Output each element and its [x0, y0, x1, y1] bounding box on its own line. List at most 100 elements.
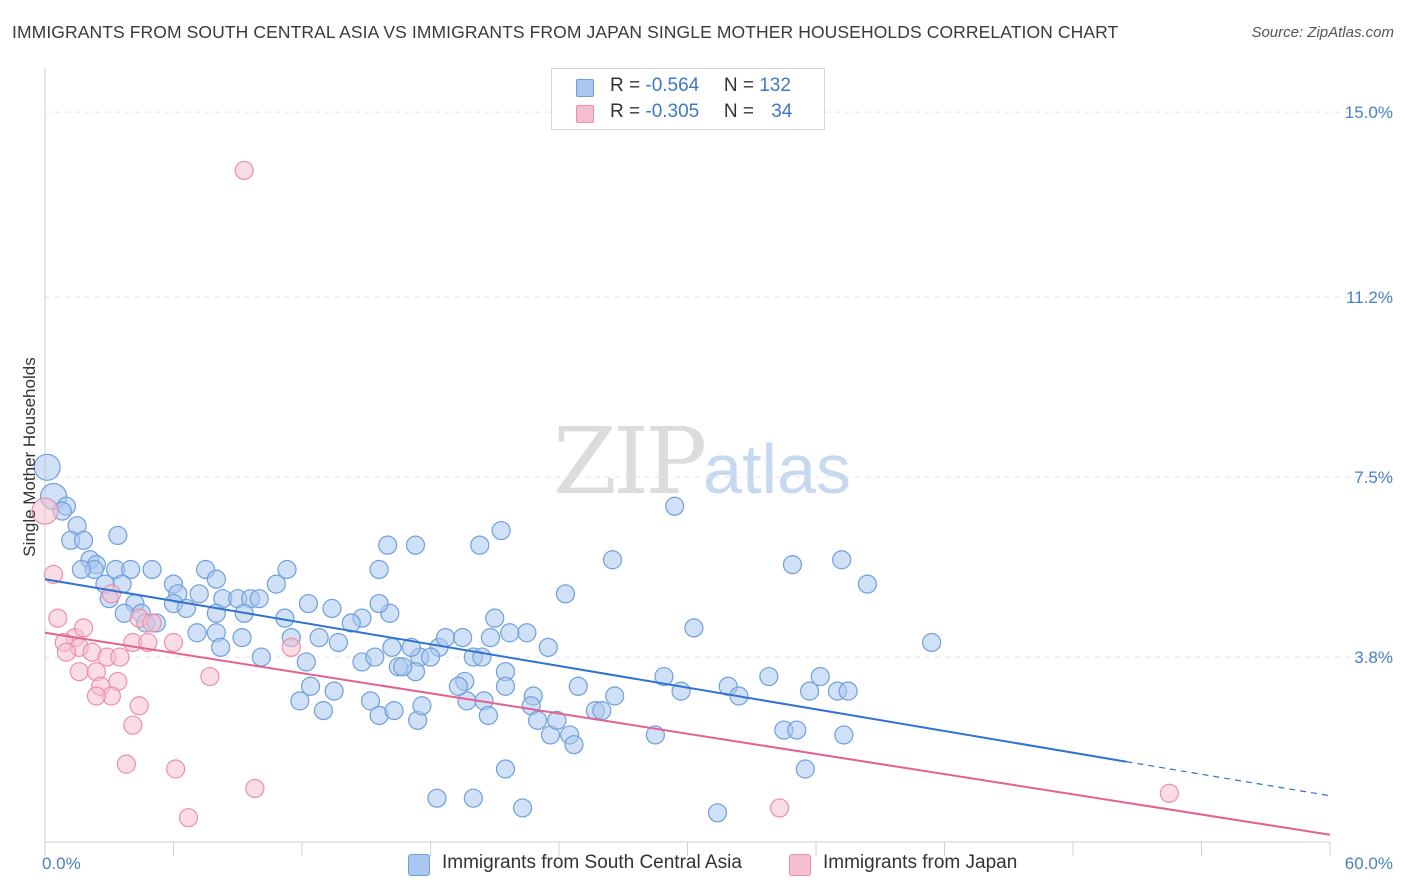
- legend-n-value: 34: [771, 101, 793, 122]
- point-south-central-asia: [266, 574, 286, 594]
- point-south-central-asia: [564, 735, 584, 755]
- point-south-central-asia: [73, 530, 94, 550]
- point-south-central-asia: [602, 550, 623, 570]
- point-south-central-asia: [555, 584, 576, 604]
- point-south-central-asia: [435, 628, 456, 648]
- point-south-central-asia: [527, 710, 548, 730]
- point-south-central-asia: [249, 589, 269, 609]
- y-tick-label: 7.5%: [1354, 468, 1393, 487]
- point-japan: [281, 637, 301, 657]
- point-south-central-asia: [495, 759, 516, 779]
- point-south-central-asia: [322, 598, 342, 619]
- point-south-central-asia: [538, 637, 558, 657]
- legend-r-label: R =: [610, 75, 646, 96]
- point-south-central-asia: [478, 705, 498, 726]
- point-south-central-asia: [834, 725, 854, 745]
- point-south-central-asia: [251, 647, 271, 667]
- point-south-central-asia: [232, 628, 252, 648]
- points-layer: [31, 160, 1179, 828]
- point-south-central-asia: [470, 535, 490, 555]
- point-south-central-asia: [189, 584, 209, 604]
- legend-r-label: R =: [610, 101, 646, 122]
- point-south-central-asia: [568, 676, 588, 696]
- legend-n-value: 132: [759, 75, 791, 96]
- point-south-central-asia: [500, 623, 520, 643]
- grid: [45, 111, 1395, 658]
- x-tick-label-max: 60.0%: [1345, 854, 1393, 873]
- point-south-central-asia: [707, 803, 728, 823]
- point-south-central-asia: [121, 559, 141, 580]
- point-south-central-asia: [298, 593, 319, 614]
- x-tick-label-min: 0.0%: [42, 854, 81, 873]
- point-south-central-asia: [453, 628, 473, 648]
- series-legend-label: Immigrants from Japan: [823, 852, 1018, 873]
- point-south-central-asia: [517, 623, 537, 643]
- point-south-central-asia: [108, 525, 128, 546]
- point-south-central-asia: [369, 559, 389, 580]
- y-tick-label: 3.8%: [1354, 648, 1393, 667]
- point-japan: [178, 808, 199, 828]
- point-south-central-asia: [290, 691, 310, 711]
- point-south-central-asia: [448, 676, 468, 696]
- point-south-central-asia: [300, 676, 321, 696]
- point-south-central-asia: [365, 647, 385, 667]
- point-south-central-asia: [405, 535, 426, 555]
- point-japan: [31, 497, 59, 525]
- legend-n-label: N =: [723, 75, 760, 96]
- point-south-central-asia: [592, 701, 612, 721]
- trend-layer: [44, 578, 1331, 836]
- point-south-central-asia: [296, 652, 316, 672]
- series-legend: Immigrants from South Central Asia Immig…: [0, 852, 1406, 878]
- point-japan: [110, 647, 130, 667]
- point-south-central-asia: [309, 628, 329, 648]
- point-japan: [769, 798, 790, 818]
- point-south-central-asia: [795, 759, 815, 779]
- point-japan: [56, 642, 77, 662]
- point-south-central-asia: [328, 632, 349, 653]
- point-south-central-asia: [211, 637, 231, 657]
- point-south-central-asia: [360, 691, 381, 711]
- legend-swatch-pink: [576, 105, 594, 123]
- point-japan: [1159, 783, 1179, 803]
- point-japan: [163, 632, 184, 653]
- point-south-central-asia: [313, 701, 334, 721]
- point-south-central-asia: [857, 574, 878, 594]
- point-japan: [129, 696, 149, 716]
- tick-labels: 3.8% 7.5% 11.2% 15.0% 0.0% 60.0% Single Mother…: [20, 103, 1393, 873]
- point-south-central-asia: [512, 798, 533, 818]
- point-japan: [101, 584, 121, 604]
- point-south-central-asia: [485, 608, 505, 628]
- point-south-central-asia: [799, 681, 820, 701]
- point-japan: [69, 662, 89, 682]
- series-swatch-pink: [789, 854, 811, 876]
- point-south-central-asia: [782, 555, 803, 575]
- point-south-central-asia: [324, 681, 344, 701]
- trendline-south-central-asia-extension: [1126, 761, 1331, 797]
- point-south-central-asia: [187, 623, 207, 643]
- point-south-central-asia: [142, 559, 162, 580]
- chart-title: IMMIGRANTS FROM SOUTH CENTRAL ASIA VS IM…: [12, 22, 1119, 42]
- point-south-central-asia: [412, 696, 432, 716]
- point-south-central-asia: [427, 788, 447, 808]
- point-south-central-asia: [838, 681, 858, 701]
- y-tick-label: 15.0%: [1345, 103, 1393, 122]
- legend-swatch-blue: [576, 79, 594, 97]
- point-south-central-asia: [684, 618, 704, 638]
- trendline-south-central-asia: [44, 578, 1127, 763]
- point-south-central-asia: [33, 453, 61, 481]
- trendline-japan: [44, 631, 1331, 836]
- point-south-central-asia: [378, 535, 398, 555]
- point-south-central-asia: [491, 520, 511, 541]
- y-axis-label: Single Mother Households: [20, 357, 39, 556]
- legend-r-value: -0.305: [645, 101, 700, 122]
- point-japan: [245, 778, 265, 799]
- point-south-central-asia: [759, 666, 779, 687]
- point-south-central-asia: [922, 632, 942, 653]
- series-legend-label: Immigrants from South Central Asia: [442, 852, 742, 873]
- point-japan: [142, 613, 162, 633]
- chart-source: Source: ZipAtlas.com: [1251, 24, 1394, 41]
- point-south-central-asia: [547, 710, 567, 730]
- watermark-atlas: atlas: [703, 430, 852, 508]
- point-south-central-asia: [645, 725, 665, 745]
- point-south-central-asia: [654, 666, 674, 687]
